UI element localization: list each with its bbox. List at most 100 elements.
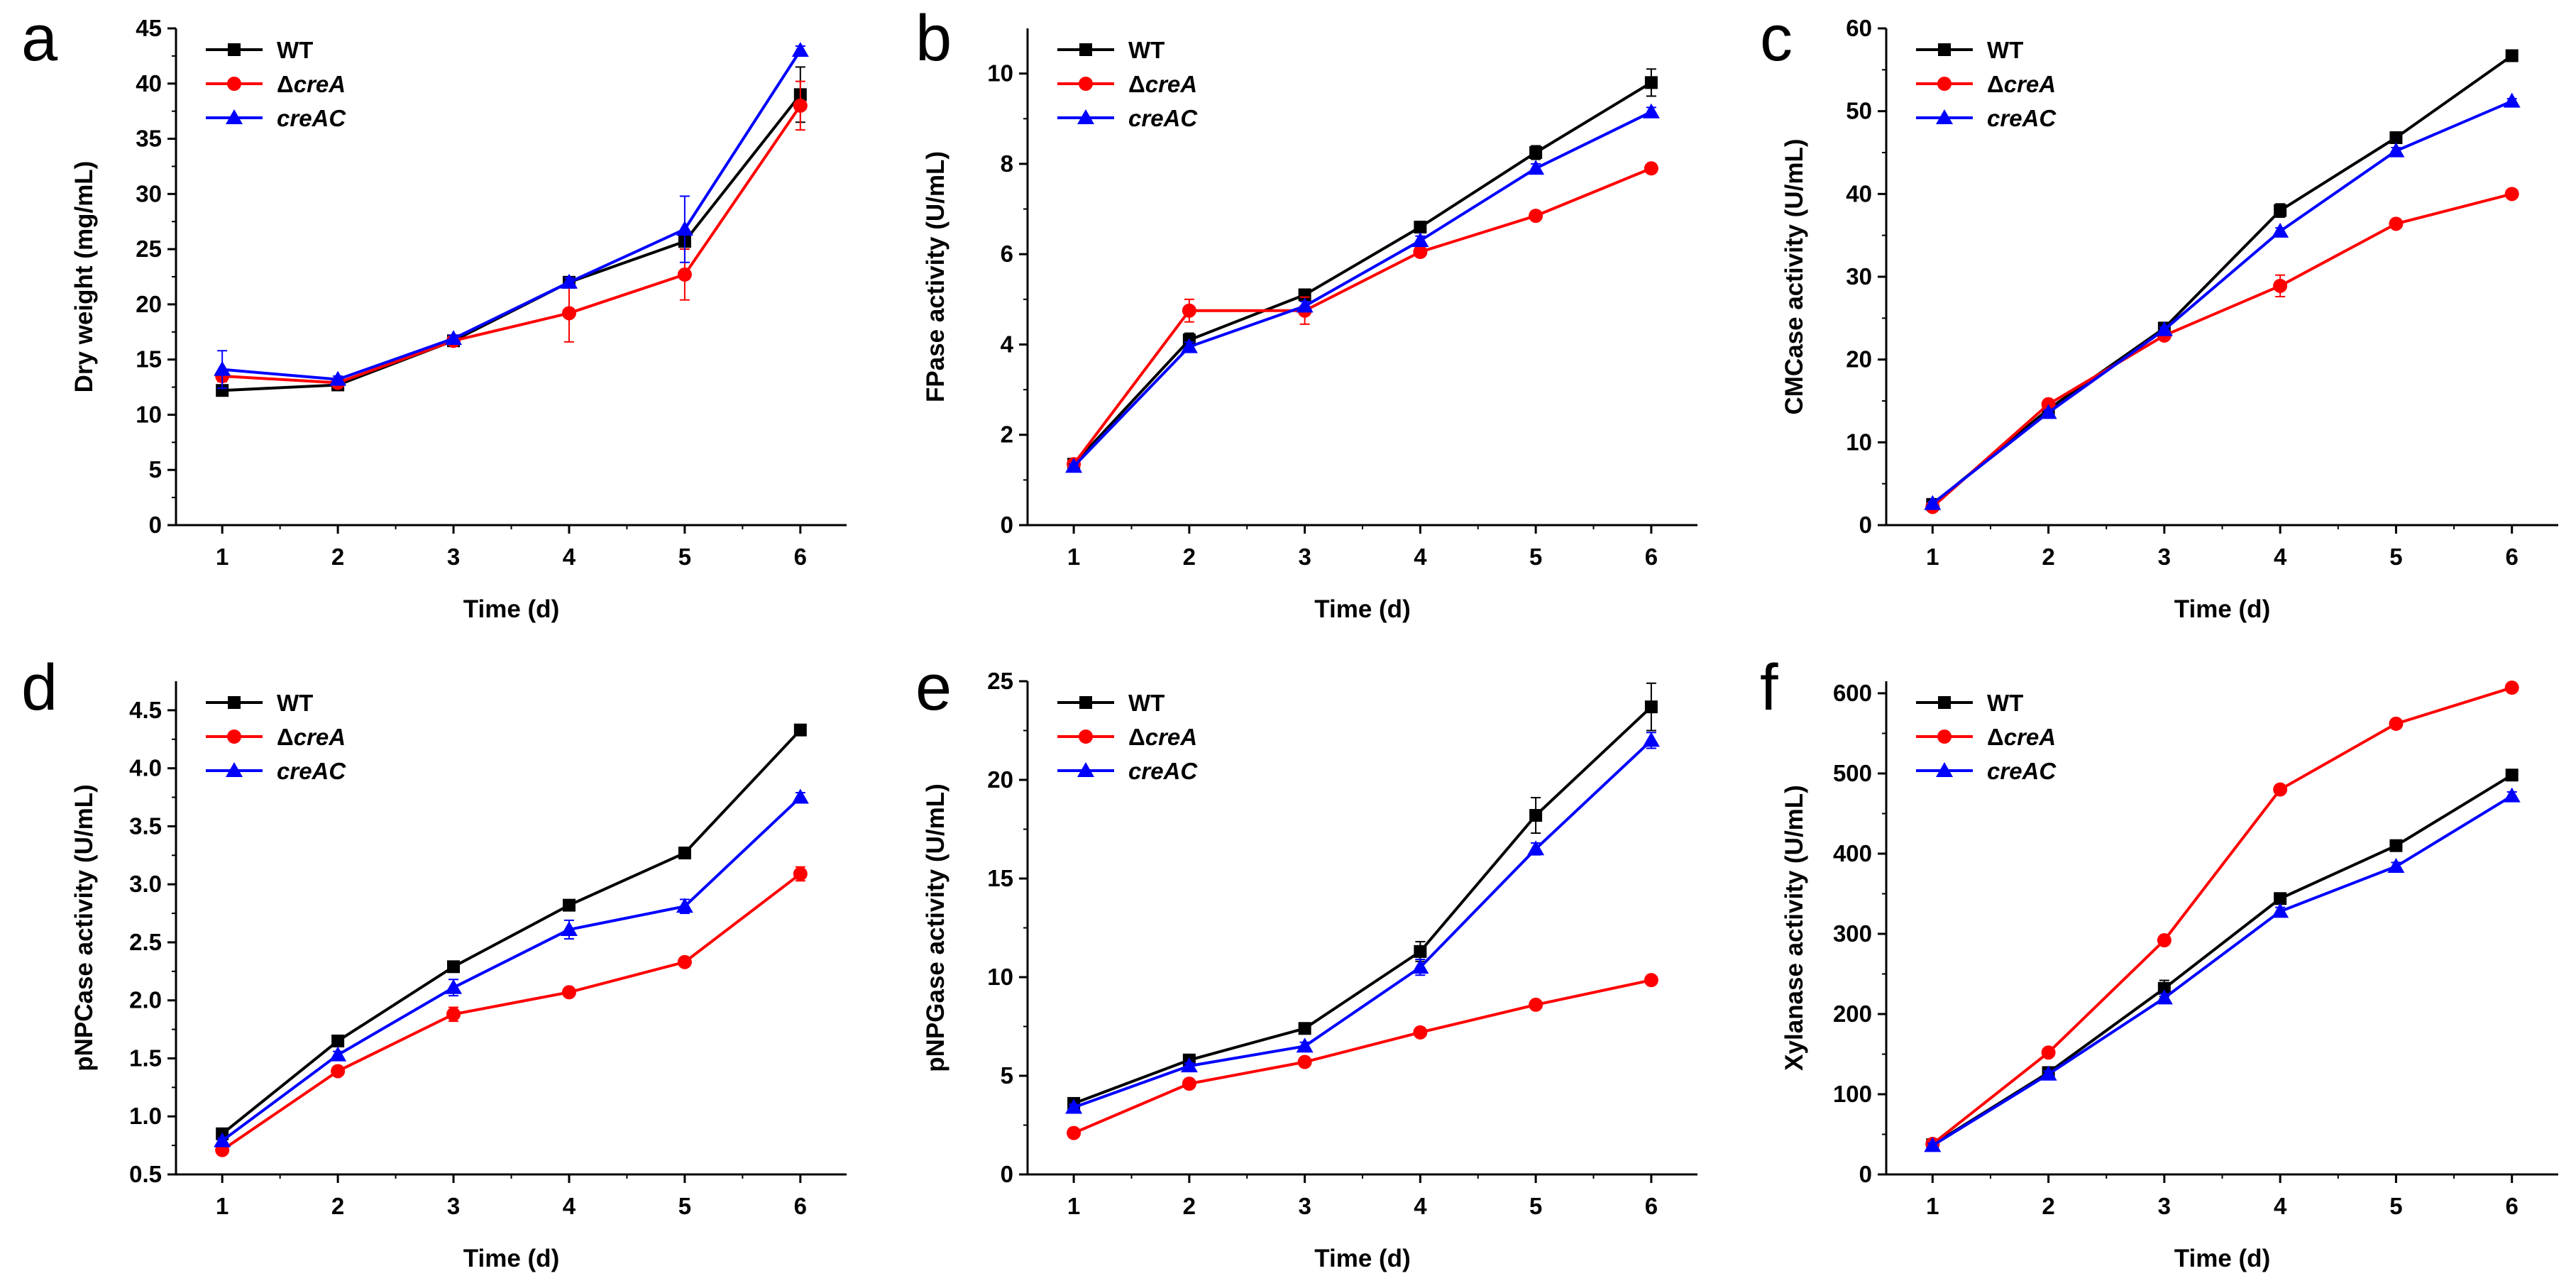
y-tick-label: 4 — [1001, 331, 1014, 357]
series-line — [1931, 192, 2513, 508]
data-point — [2274, 204, 2287, 217]
data-point — [1180, 1057, 1198, 1073]
x-tick-label: 5 — [1529, 1193, 1542, 1219]
legend-marker — [1938, 43, 1951, 56]
data-point — [331, 1034, 345, 1047]
data-point — [2272, 903, 2289, 918]
legend-label: WT — [277, 37, 313, 63]
data-point — [791, 42, 809, 57]
series-ΔcreA — [1067, 973, 1658, 1140]
y-tick-label: 60 — [1846, 15, 1872, 41]
panel-letter: c — [1760, 2, 1793, 75]
data-point — [1065, 458, 1083, 473]
y-axis-title: CMCase activity (U/mL) — [1780, 139, 1808, 415]
legend-label: WT — [1128, 690, 1165, 716]
x-tick-label: 2 — [331, 544, 344, 570]
y-tick-label: 20 — [136, 291, 162, 317]
y-tick-label: 10 — [987, 964, 1013, 990]
legend-label: ΔcreA — [1987, 71, 2056, 97]
legend: WT ΔcreA creAC — [1916, 37, 2057, 131]
x-tick-label: 2 — [331, 1193, 344, 1219]
legend-label: WT — [1987, 690, 2023, 716]
data-point — [2504, 681, 2519, 695]
legend-label: creAC — [1128, 105, 1198, 131]
legend-marker — [227, 729, 241, 744]
y-tick-label: 2.5 — [129, 929, 162, 955]
data-point — [2155, 989, 2173, 1005]
chart-panel-f: f 0 100 200 300 400 500 600 1 2 3 4 5 6 Time (d) Xylana… — [1760, 651, 2558, 1272]
data-point — [560, 273, 578, 289]
y-tick-label: 1.0 — [129, 1103, 162, 1129]
legend-label: ΔcreA — [1128, 724, 1197, 750]
legend-label: ΔcreA — [1128, 71, 1197, 97]
data-point — [1298, 1022, 1311, 1035]
x-tick-label: 6 — [2506, 544, 2519, 570]
data-point — [677, 954, 692, 969]
x-tick-label: 2 — [2042, 1193, 2054, 1219]
x-tick-label: 5 — [678, 544, 691, 570]
y-tick-label: 3.5 — [129, 813, 162, 839]
series-line — [222, 104, 802, 385]
legend-label: WT — [1987, 37, 2023, 63]
data-point — [1529, 209, 1543, 224]
x-tick-label: 5 — [1529, 544, 1542, 570]
legend-marker — [1938, 696, 1951, 709]
x-tick-label: 6 — [2506, 1193, 2519, 1219]
legend: WT ΔcreA creAC — [206, 690, 346, 784]
data-point — [216, 384, 229, 397]
data-point — [2272, 222, 2289, 238]
y-tick-label: 0 — [149, 512, 162, 538]
data-point — [1413, 245, 1428, 259]
series-line — [1072, 81, 1652, 466]
series-creAC — [1924, 92, 2521, 510]
chart-panel-e: e 0 5 10 15 20 25 1 2 3 4 5 6 Time (d) pNPGase activit… — [915, 651, 1697, 1272]
y-tick-label: 600 — [1833, 680, 1872, 706]
legend-label: ΔcreA — [277, 71, 346, 97]
x-axis-title: Time (d) — [1314, 595, 1410, 623]
data-point — [1182, 1076, 1196, 1091]
y-tick-label: 500 — [1833, 760, 1872, 786]
x-tick-label: 5 — [2389, 544, 2402, 570]
series-line — [1072, 167, 1652, 466]
data-point — [445, 330, 463, 346]
x-axis-title: Time (d) — [2174, 595, 2270, 623]
x-tick-label: 6 — [794, 544, 807, 570]
data-point — [447, 960, 461, 974]
data-point — [2155, 321, 2173, 336]
series-creAC — [214, 788, 809, 1147]
data-point — [2389, 839, 2403, 852]
data-point — [2505, 49, 2519, 62]
legend-label: WT — [277, 690, 313, 716]
data-point — [2387, 142, 2405, 158]
legend-marker — [1937, 77, 1952, 91]
data-point — [791, 788, 809, 804]
series-line — [1072, 110, 1652, 468]
legend-marker — [226, 109, 243, 124]
x-tick-label: 1 — [1067, 1193, 1080, 1219]
legend-marker — [1077, 109, 1094, 124]
panel-letter: e — [915, 651, 952, 724]
data-point — [2274, 892, 2287, 905]
data-point — [1644, 973, 1658, 988]
legend-marker — [226, 762, 243, 777]
y-tick-label: 10 — [1846, 429, 1872, 455]
series-line — [1073, 739, 1653, 1109]
series-line — [1073, 705, 1653, 1105]
legend: WT ΔcreA creAC — [1057, 690, 1198, 784]
legend: WT ΔcreA creAC — [1916, 690, 2057, 784]
series-creAC — [1065, 732, 1660, 1114]
x-tick-label: 5 — [678, 1193, 691, 1219]
series-creAC — [214, 42, 809, 390]
y-tick-label: 0 — [1001, 1161, 1013, 1187]
y-tick-label: 2.0 — [129, 987, 162, 1013]
data-point — [1411, 959, 1429, 974]
data-point — [2389, 216, 2404, 231]
y-tick-label: 40 — [136, 70, 162, 97]
y-tick-label: 20 — [1846, 346, 1872, 373]
x-tick-label: 6 — [794, 1193, 807, 1219]
y-tick-label: 5 — [149, 456, 162, 483]
legend-label: ΔcreA — [1987, 724, 2056, 750]
